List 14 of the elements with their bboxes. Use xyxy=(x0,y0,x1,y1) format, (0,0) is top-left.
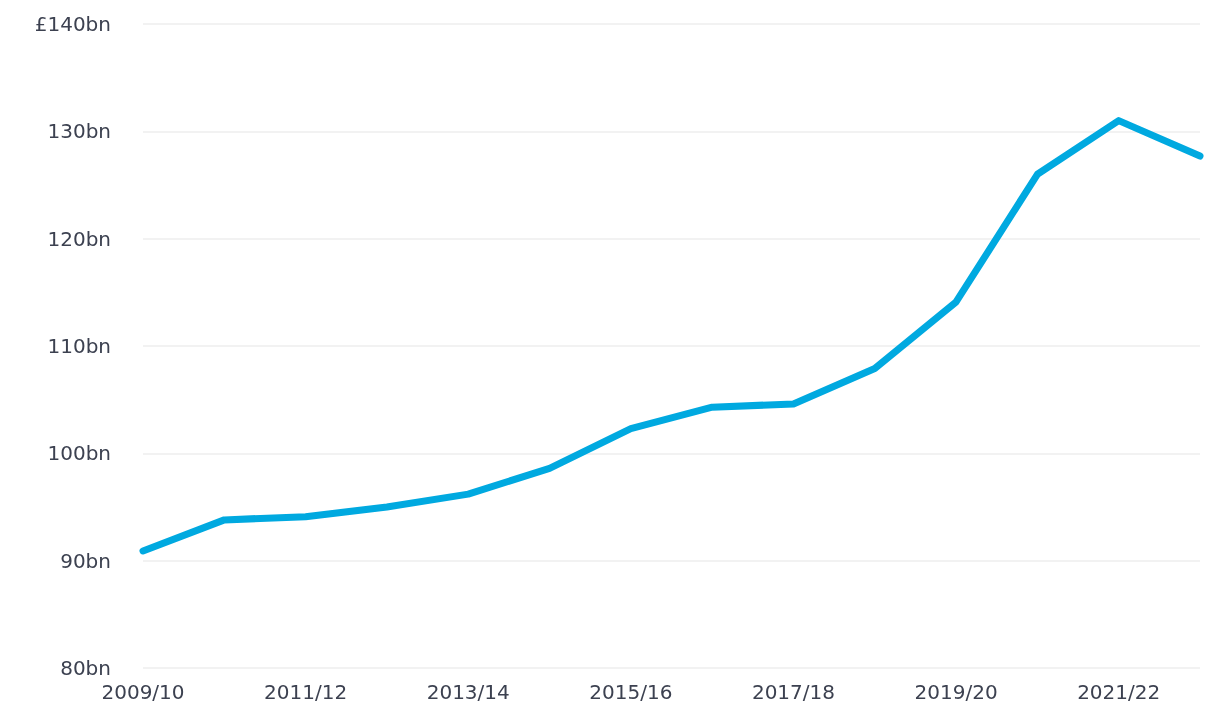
y-tick-label: 110bn xyxy=(47,334,111,358)
y-tick-label: £140bn xyxy=(34,12,111,36)
y-tick-label: 120bn xyxy=(47,226,111,251)
x-tick-label: 2021/22 xyxy=(1077,680,1161,704)
x-tick-label: 2013/14 xyxy=(426,680,510,704)
y-tick-label: 100bn xyxy=(47,441,111,466)
x-tick-label: 2019/20 xyxy=(914,680,998,704)
x-tick-label: 2009/10 xyxy=(101,680,185,704)
y-tick-label: 80bn xyxy=(60,656,111,680)
y-tick-label: 90bn xyxy=(60,548,111,573)
x-tick-label: 2011/12 xyxy=(264,680,348,704)
x-tick-label: 2015/16 xyxy=(589,680,673,704)
x-tick-label: 2017/18 xyxy=(751,680,836,704)
y-tick-label: 130bn xyxy=(47,119,111,144)
